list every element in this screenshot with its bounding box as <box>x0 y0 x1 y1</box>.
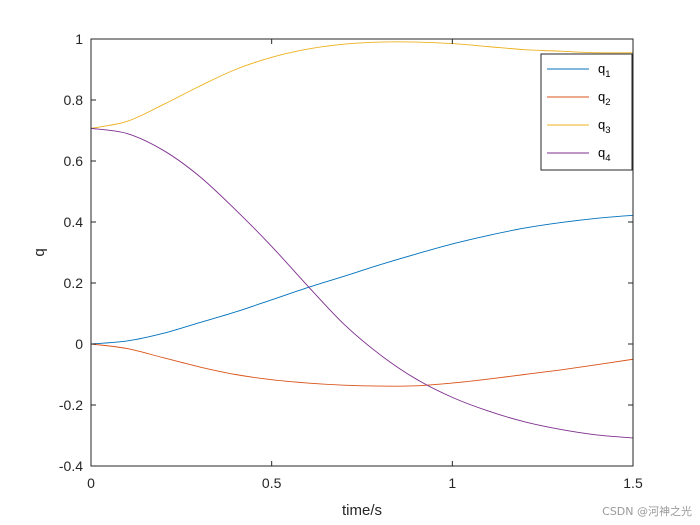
y-tick-label: 1 <box>75 31 83 47</box>
legend-label: q3 <box>598 117 611 136</box>
y-tick-label: -0.4 <box>59 458 83 474</box>
x-tick-label: 1 <box>448 475 456 491</box>
legend-label: q1 <box>598 61 611 80</box>
legend-box <box>540 53 633 171</box>
y-tick-labels: -0.4 -0.2 0 0.2 0.4 0.6 0.8 1 <box>59 31 83 474</box>
y-tick-label: 0.6 <box>64 153 84 169</box>
watermark: CSDN @河神之光 <box>602 505 692 518</box>
y-tick-label: 0.2 <box>64 275 84 291</box>
legend-label: q4 <box>598 145 611 164</box>
series-line-q2 <box>90 343 634 387</box>
y-tick-label: 0 <box>75 336 83 352</box>
series-line-q1 <box>90 214 634 345</box>
legend: q1 q2 q3 q4 <box>540 53 633 171</box>
y-tick-label: 0.8 <box>64 92 84 108</box>
x-tick-label: 0.5 <box>262 475 282 491</box>
x-tick-label: 0 <box>87 475 95 491</box>
x-tick-labels: 0 0.5 1 1.5 <box>87 475 643 491</box>
plot-area-frame <box>90 38 634 467</box>
legend-label: q2 <box>598 89 611 108</box>
y-tick-label: -0.2 <box>59 397 83 413</box>
x-axis-label: time/s <box>342 502 382 519</box>
y-tick-label: 0.4 <box>64 214 84 230</box>
y-axis-label: q <box>31 248 48 256</box>
plot-lines <box>90 41 634 439</box>
series-line-q3 <box>90 41 634 129</box>
series-line-q4 <box>90 127 634 439</box>
x-tick-label: 1.5 <box>623 475 643 491</box>
